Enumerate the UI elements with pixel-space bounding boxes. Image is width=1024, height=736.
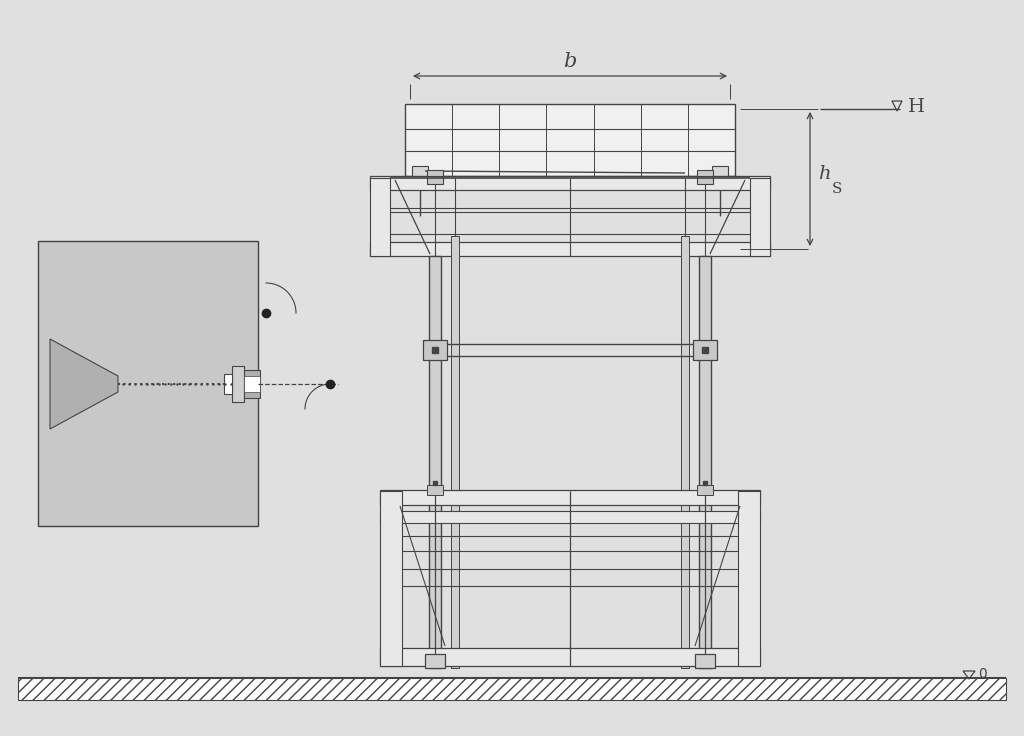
Bar — [427, 485, 443, 495]
Bar — [380, 648, 760, 666]
Bar — [380, 491, 402, 666]
Bar — [697, 485, 713, 495]
Bar — [406, 104, 735, 176]
Bar — [750, 178, 770, 256]
Bar — [695, 654, 715, 668]
Bar — [429, 256, 441, 668]
Bar — [738, 491, 760, 666]
Bar — [412, 166, 428, 184]
Bar — [370, 242, 770, 256]
Text: S: S — [831, 182, 843, 196]
Text: b: b — [563, 52, 577, 71]
Bar — [427, 170, 443, 184]
Bar — [380, 511, 760, 523]
Bar — [18, 678, 1006, 700]
Text: h: h — [818, 165, 830, 183]
Bar — [697, 170, 713, 184]
Text: H: H — [908, 98, 925, 116]
Bar — [232, 366, 244, 402]
Polygon shape — [50, 339, 118, 429]
Bar — [693, 340, 717, 360]
Bar — [370, 178, 390, 256]
Bar — [380, 490, 760, 505]
Bar — [425, 654, 445, 668]
Bar — [712, 166, 728, 184]
Bar — [244, 376, 260, 392]
Bar — [681, 236, 689, 668]
Bar — [38, 241, 258, 526]
Text: 0: 0 — [978, 667, 987, 681]
Bar — [699, 256, 711, 668]
Bar — [451, 236, 459, 668]
Bar — [224, 374, 232, 394]
Bar — [370, 176, 770, 190]
Bar — [423, 340, 447, 360]
Bar — [244, 370, 260, 398]
